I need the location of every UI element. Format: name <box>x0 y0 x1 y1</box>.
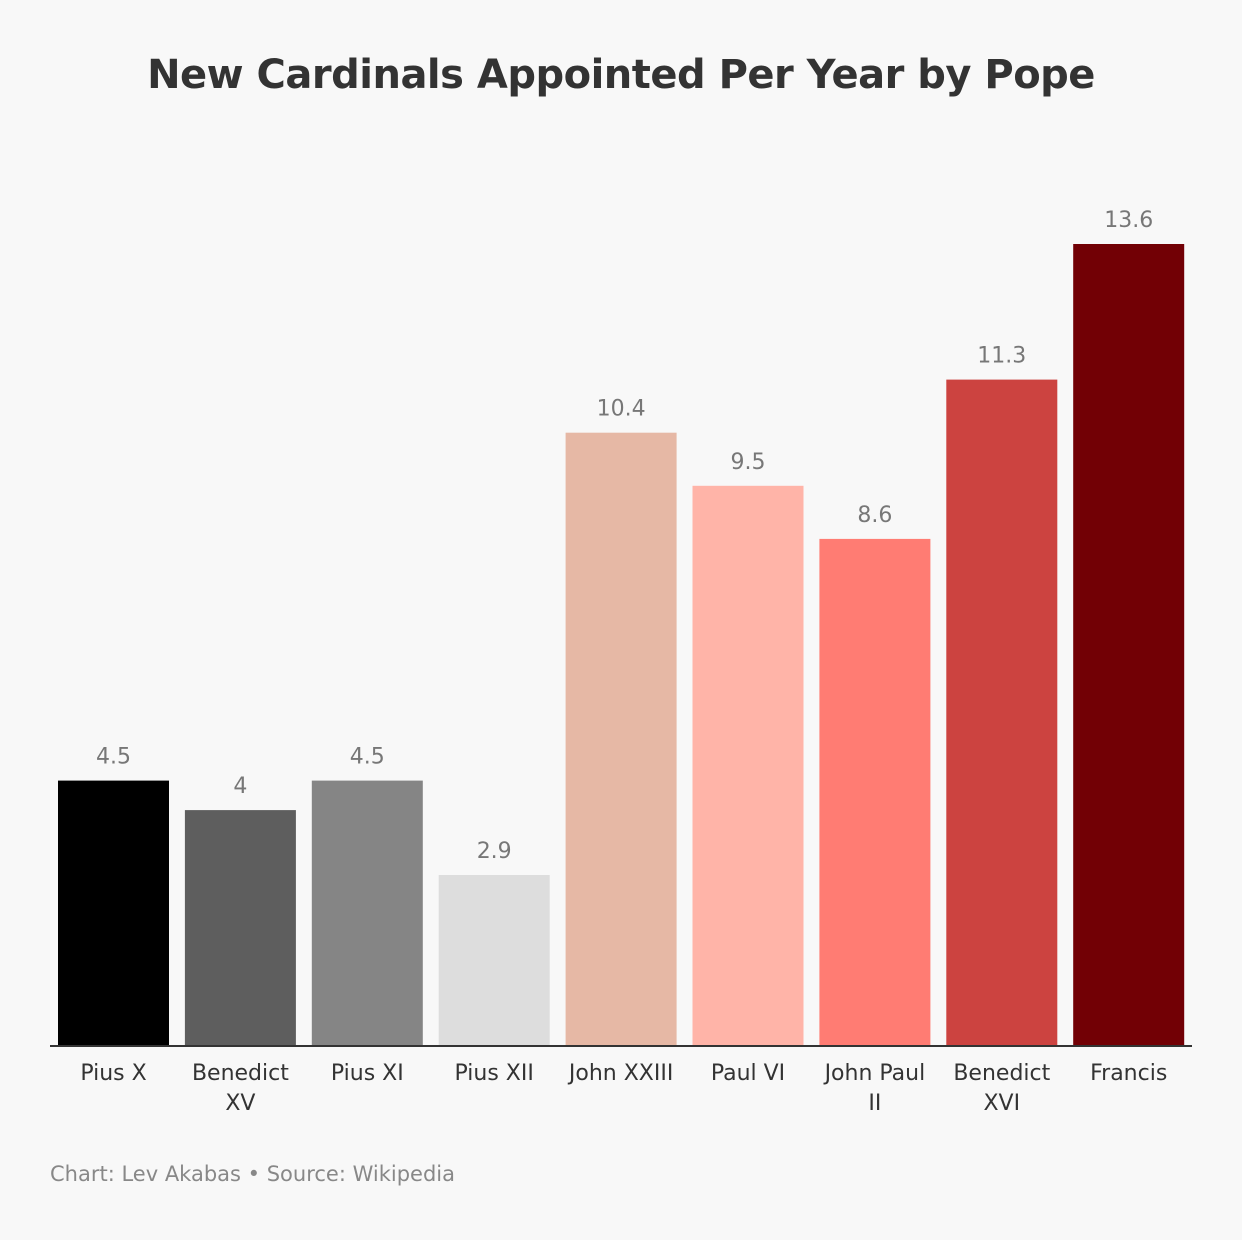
bar-chart: 4.5 4 4.5 2.9 10.4 9.5 8.6 11.3 13.6 Pius X Bened… <box>50 208 1192 1116</box>
bar-value-label: 11.3 <box>977 344 1026 369</box>
bar-value-label: 13.6 <box>1104 208 1153 233</box>
bar <box>946 379 1058 1047</box>
category-label: Benedict XV <box>192 1061 289 1116</box>
category-label: John XXIII <box>567 1061 673 1086</box>
bar-value-label: 4.5 <box>96 745 131 770</box>
chart-title: New Cardinals Appointed Per Year by Pope <box>147 52 1095 98</box>
category-label: Francis <box>1090 1061 1167 1086</box>
category-label: Paul VI <box>711 1061 785 1086</box>
category-label: Benedict XVI <box>953 1061 1050 1116</box>
bar <box>565 432 677 1046</box>
category-label: John Paul II <box>823 1061 926 1116</box>
bar <box>184 810 296 1046</box>
bar <box>1073 244 1185 1046</box>
category-label: Pius XII <box>455 1061 534 1086</box>
bar <box>58 780 169 1046</box>
category-label: Pius XI <box>331 1061 404 1086</box>
bar-value-label: 2.9 <box>477 839 512 864</box>
bar <box>311 780 423 1046</box>
bar-value-label: 10.4 <box>597 397 646 422</box>
bar <box>438 875 550 1046</box>
value-labels-group: 4.5 4 4.5 2.9 10.4 9.5 8.6 11.3 13.6 <box>96 208 1153 864</box>
source-credit: Chart: Lev Akabas • Source: Wikipedia <box>50 1162 456 1186</box>
bar-value-label: 8.6 <box>857 503 892 528</box>
bar-value-label: 4 <box>233 774 247 799</box>
category-label: Pius X <box>80 1061 146 1086</box>
bar <box>819 538 931 1046</box>
bar <box>692 485 804 1046</box>
bars-group <box>58 244 1185 1047</box>
bar-value-label: 9.5 <box>731 450 766 475</box>
bar-value-label: 4.5 <box>350 745 385 770</box>
category-labels-group: Pius X Benedict XV Pius XI Pius XII John XXII… <box>80 1061 1167 1116</box>
